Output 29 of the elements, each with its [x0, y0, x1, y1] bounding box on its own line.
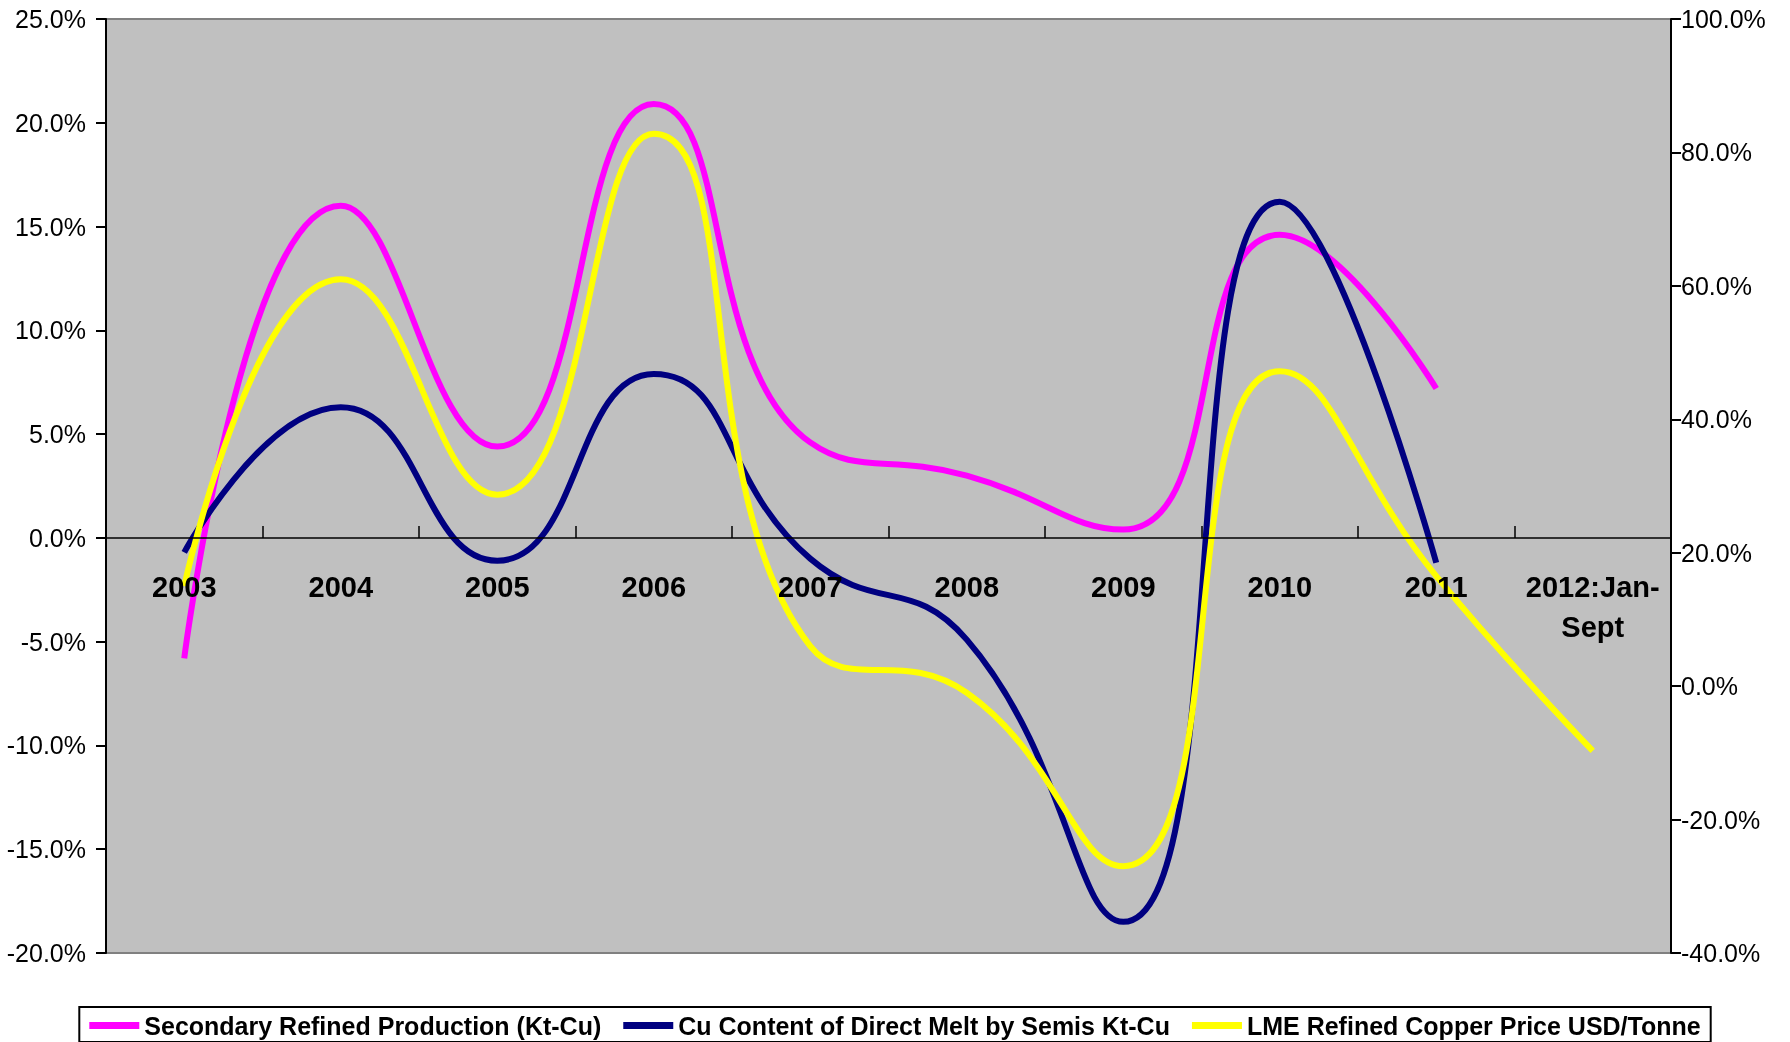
y2-tick-label: 40.0%: [1681, 405, 1752, 434]
x-tick-label: 2009: [1090, 570, 1156, 603]
y-tick-label: 0.0%: [29, 523, 86, 552]
y-tick-label: 5.0%: [29, 420, 86, 449]
x-tick-label: 2010: [1247, 570, 1313, 603]
y2-tick-label: 80.0%: [1681, 138, 1752, 167]
x-tick-label: 2007: [777, 570, 843, 603]
y-tick-label: 25.0%: [15, 5, 86, 33]
x-tick-label: 2006: [621, 570, 687, 603]
y2-tick-label: 60.0%: [1681, 271, 1752, 300]
y-tick-label: -20.0%: [6, 939, 86, 967]
y-tick-label: 10.0%: [15, 316, 86, 345]
y-tick-label: -10.0%: [6, 731, 86, 760]
legend-label: Secondary Refined Production (Kt-Cu): [144, 1011, 602, 1040]
x-tick-label: 2005: [464, 570, 530, 603]
x-tick-label: 2008: [934, 570, 1000, 603]
x-tick-label: 2012:Jan-Sept: [1525, 570, 1660, 643]
y-tick-label: -15.0%: [6, 835, 86, 864]
legend-label: LME Refined Copper Price USD/Tonne: [1246, 1011, 1701, 1040]
y2-tick-label: 20.0%: [1681, 538, 1752, 567]
y2-tick-label: -40.0%: [1681, 939, 1761, 967]
y-tick-label: 20.0%: [15, 108, 86, 137]
y-tick-label: 15.0%: [15, 212, 86, 241]
x-tick-label: 2004: [308, 570, 374, 603]
y2-tick-label: -20.0%: [1681, 805, 1761, 834]
y2-tick-label: 0.0%: [1681, 672, 1738, 701]
legend-label: Cu Content of Direct Melt by Semis Kt-Cu: [678, 1011, 1170, 1040]
y2-tick-label: 100.0%: [1681, 5, 1766, 33]
y-tick-label: -5.0%: [20, 627, 86, 656]
